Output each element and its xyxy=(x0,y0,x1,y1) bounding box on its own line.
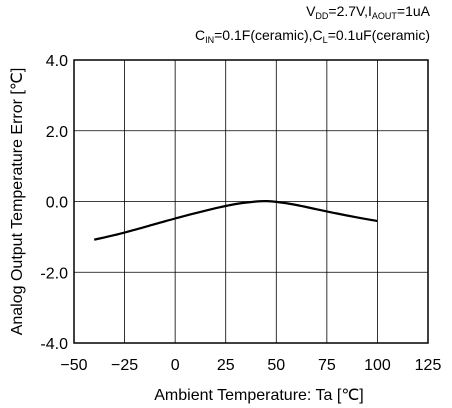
x-axis-label: Ambient Temperature: Ta [℃] xyxy=(154,387,363,404)
y-tick-label: -4.0 xyxy=(40,336,68,353)
cin-symbol: C xyxy=(195,27,206,43)
iaout-subscript: AOUT xyxy=(371,11,397,21)
x-tick-label: −25 xyxy=(111,357,138,374)
cin-value: =0.1F(ceramic), xyxy=(214,27,313,43)
cl-symbol: C xyxy=(312,27,323,43)
iaout-symbol: I xyxy=(368,3,372,19)
vdd-value: =2.7V, xyxy=(328,3,368,19)
vdd-subscript: DD xyxy=(315,11,329,21)
y-tick-label: 2.0 xyxy=(46,124,68,141)
condition-line-1: VDD=2.7V,IAOUT=1uA xyxy=(306,3,430,21)
y-tick-labels: 4.0 2.0 0.0 -2.0 -4.0 xyxy=(40,53,68,353)
plot-frame xyxy=(73,59,429,344)
x-tick-label: 0 xyxy=(171,357,180,374)
x-tick-label: 125 xyxy=(415,357,442,374)
x-tick-label: 25 xyxy=(217,357,235,374)
condition-line-2: CIN=0.1F(ceramic),CL=0.1uF(ceramic) xyxy=(195,27,430,45)
x-tick-label: 100 xyxy=(364,357,391,374)
y-tick-label: 4.0 xyxy=(46,53,68,70)
y-axis-label: Analog Output Temperature Error [℃] xyxy=(9,68,26,336)
x-tick-label: 75 xyxy=(318,357,336,374)
x-tick-label: −50 xyxy=(60,357,87,374)
vdd-symbol: V xyxy=(306,3,316,19)
cl-value: =0.1uF(ceramic) xyxy=(327,27,430,43)
y-tick-label: -2.0 xyxy=(40,265,68,282)
y-tick-label: 0.0 xyxy=(46,195,68,212)
x-tick-labels: −50 −25 0 25 50 75 100 125 xyxy=(60,357,441,374)
iaout-value: =1uA xyxy=(396,3,430,19)
cin-subscript: IN xyxy=(205,35,215,45)
series-line xyxy=(93,199,378,241)
cl-subscript: L xyxy=(322,35,328,45)
x-tick-label: 50 xyxy=(267,357,285,374)
series-group xyxy=(93,199,378,241)
